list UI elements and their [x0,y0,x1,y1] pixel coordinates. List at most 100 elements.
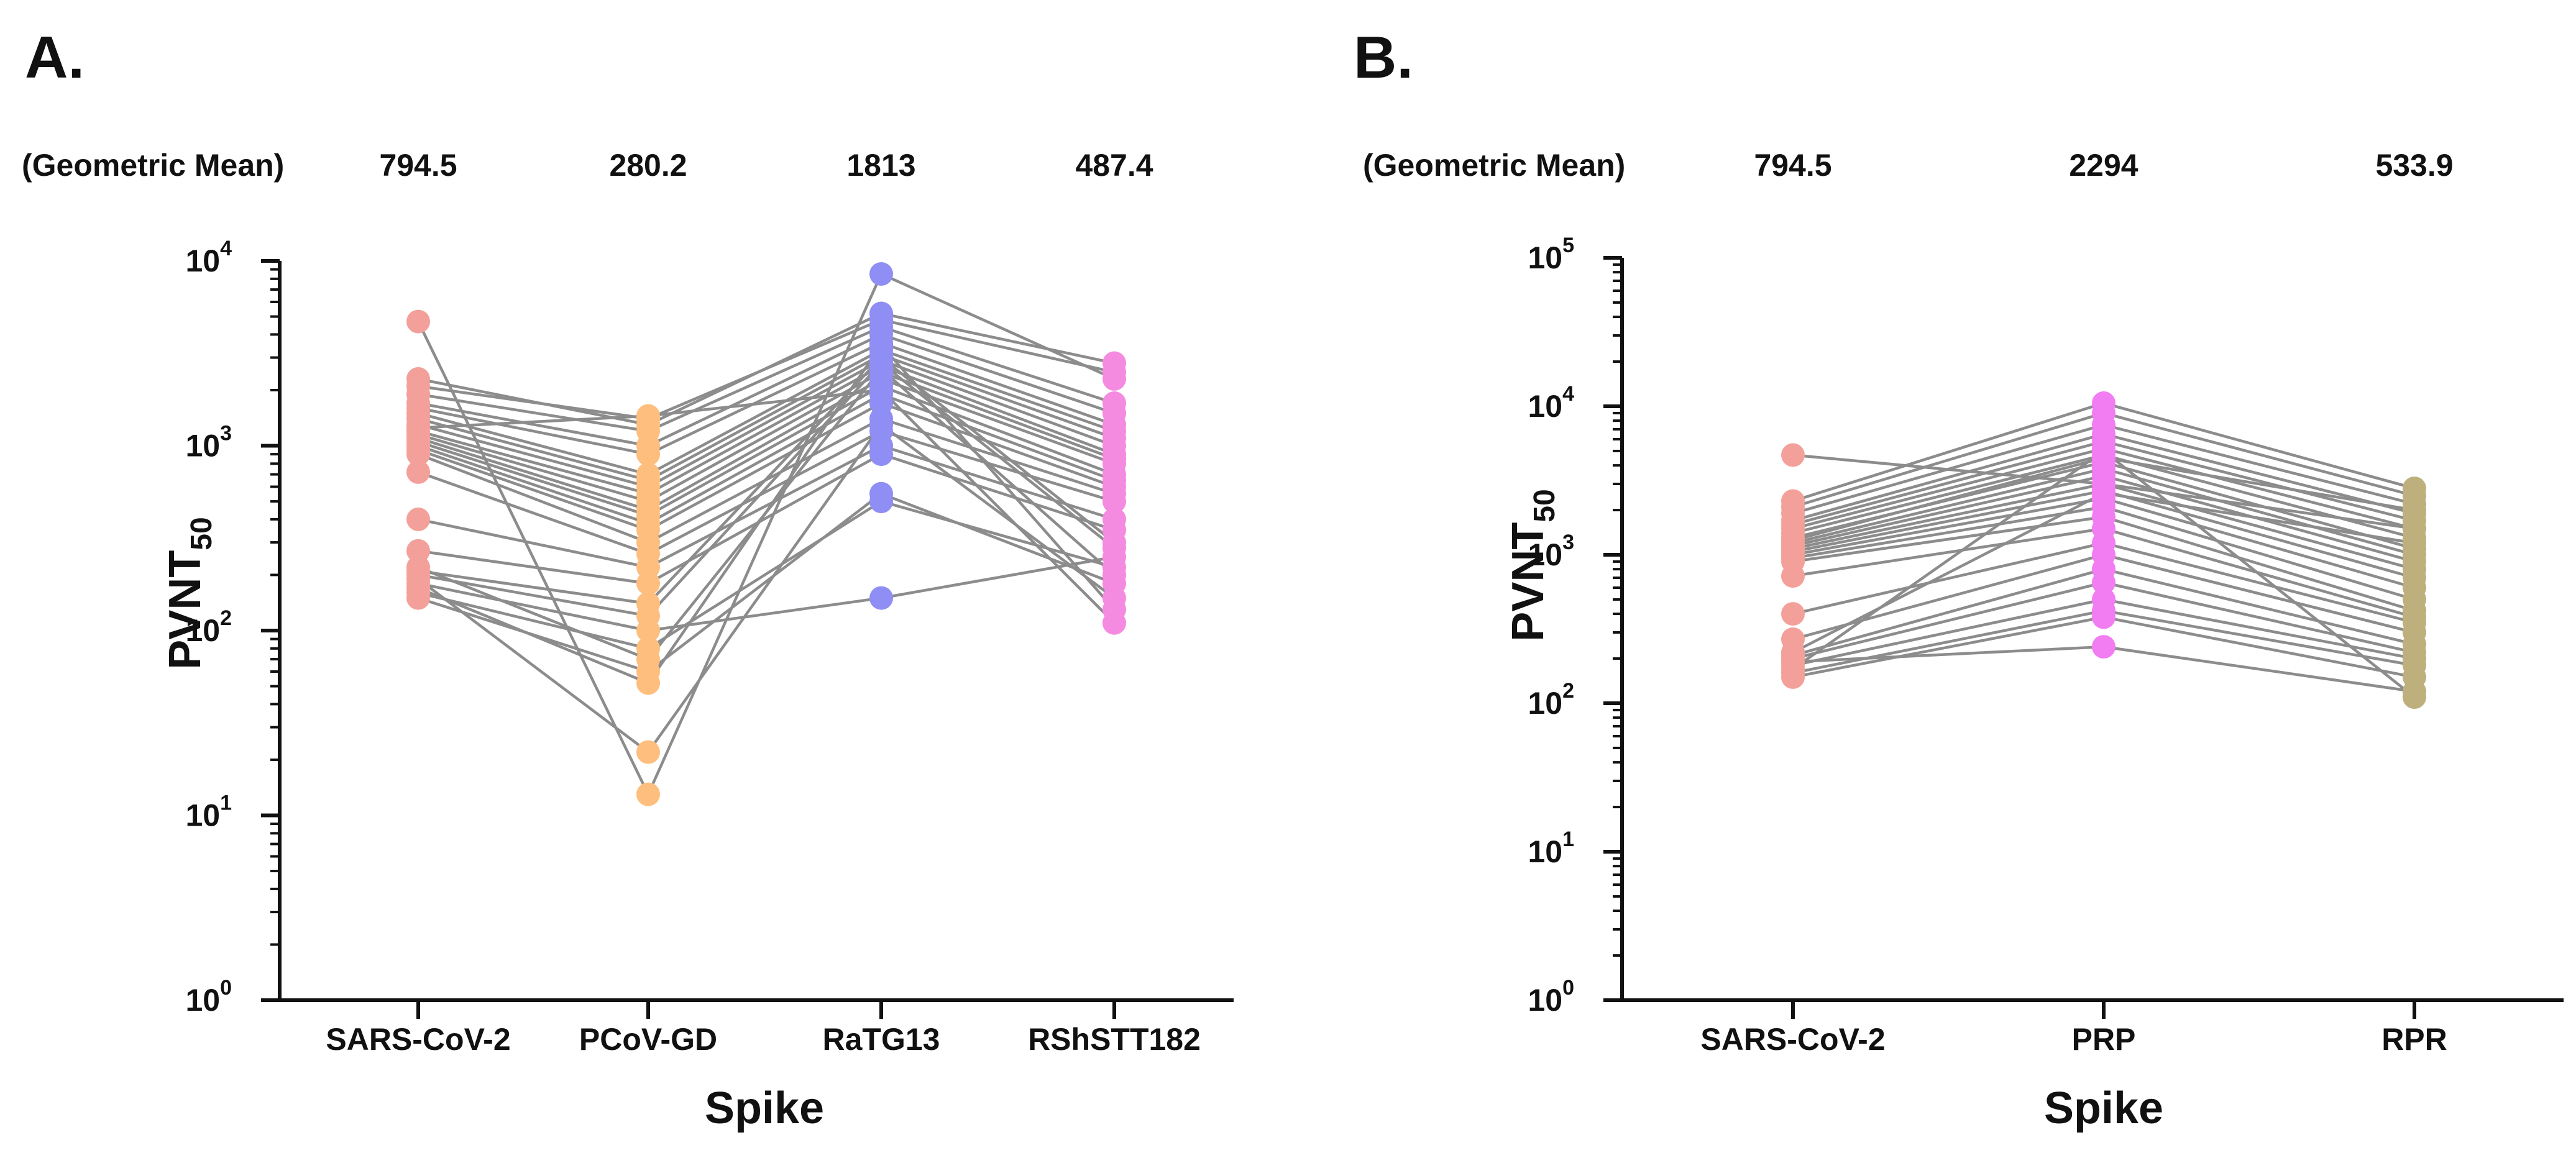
panel-a-y-axis-title-main: PVNT [160,550,210,670]
panel-b-x-tick-label: PRP [2072,1022,2136,1057]
panel-a-subject-line [418,401,1115,532]
panel-b-data-point [1781,564,1805,588]
panel-b-data-point [2092,635,2115,659]
panel-a-subject-line [418,341,1115,456]
panel-a-subject-line [418,385,1115,517]
panel-b-data-point [2092,481,2115,505]
panel-a-y-axis-title: PVNT50 [160,517,218,669]
panel-a-subject-line [418,388,1116,624]
panel-a-x-tick-label: RShSTT182 [1028,1022,1201,1057]
panel-a-data-point [636,782,660,806]
panel-b-geometric-mean-value: 2294 [2069,148,2138,183]
panel-a-data-point [406,555,430,580]
panel-a-geometric-mean-value: 1813 [846,148,915,183]
panel-b-data-point [1781,602,1805,626]
panel-a-axes: 100 101 102 103 104 SARS-CoV-2 PCoV-GD RaTG13 RS… [185,237,1234,1057]
panel-b-y-tick-label: 103 [1528,531,1574,572]
panel-a-data-point [1102,611,1126,635]
panel-a-data-point [1102,563,1126,587]
panel-a-label: A. [25,24,85,91]
panel-b-x-axis-title: Spike [2044,1083,2163,1133]
panel-b-x-tick-label: RPR [2381,1022,2447,1057]
panel-a-subject-line [418,429,1115,555]
panel-b-data-point [1781,657,1805,681]
panel-b-data-point [1781,528,1805,552]
panel-b-geometric-means: 794.5 2294 533.9 [1754,148,2453,183]
panel-a-data-point [869,442,893,467]
panel-a-subject-line [418,355,1116,605]
panel-a-data-point [869,333,893,357]
panel-a-data-point [636,442,660,467]
panel-a-geometric-mean-header: (Geometric Mean) [22,148,284,183]
panel-b: B. (Geometric Mean) 794.5 2294 533.9 10010… [1354,24,2564,1133]
panel-a-subject-line [418,499,1115,650]
panel-a-subject-lines [416,272,1116,798]
panel-a-x-tick-label: PCoV-GD [579,1022,717,1057]
panel-a-data-point [406,416,430,440]
panel-a-geometric-mean-value: 487.4 [1075,148,1153,183]
panel-a-y-axis-title-sub: 50 [185,517,218,550]
panel-b-geometric-mean-header: (Geometric Mean) [1363,148,1625,183]
panel-a-data-point [636,740,660,764]
panel-a-geometric-mean-value: 280.2 [609,148,687,183]
panel-a-data-point [406,460,430,484]
panel-a-data-point [869,413,893,437]
panel-a-subject-line [418,332,1115,447]
panel-b-y-axis-title-sub: 50 [1528,489,1561,522]
panel-a-subject-line [418,452,1115,585]
panel-a-data-point [406,539,430,563]
panel-a-data-point [636,619,660,642]
panel-b-data-point [2403,531,2426,555]
panel-a-subject-line [418,325,1115,433]
panel-a-subject-line [417,422,1116,754]
panel-a-data-point [636,404,660,428]
panel-a-subject-line [418,444,1115,569]
panel-a-data-point [636,555,660,580]
panel-b-geometric-mean-value: 794.5 [1754,148,1831,183]
panel-b-y-tick-label: 102 [1528,679,1574,721]
panel-b-axes: 100 101 102 103 104 105 SARS-CoV-2 PRP RPR [1528,234,2564,1057]
panel-b-data-point [2403,498,2426,522]
panel-b-data-point [1781,641,1805,665]
panel-a-y-tick-label: 101 [185,791,232,833]
panel-a-geometric-means: 794.5 280.2 1813 487.4 [379,148,1153,183]
panel-b-data-point [2092,445,2115,470]
panel-a-subject-line [418,358,1115,488]
panel-a-subject-line [418,318,1115,421]
panel-a-subject-line [418,348,1115,476]
panel-a-subject-line [418,361,1116,618]
panel-a-data-point [869,357,893,381]
panel-b-points [1781,391,2426,709]
panel-b-data-point [2092,570,2115,595]
panel-a-data-point [869,481,893,506]
panel-a-data-point [869,262,893,286]
panel-b-data-point [1781,443,1805,467]
panel-a-y-tick-label: 104 [185,237,232,278]
panel-a-data-point [869,378,893,402]
panel-a-x-tick-label: SARS-CoV-2 [326,1022,510,1057]
panel-a-data-point [1102,490,1126,514]
panel-b-data-point [2092,605,2115,629]
panel-b-x-tick-label: SARS-CoV-2 [1700,1022,1885,1057]
panel-a-data-point [869,586,893,610]
panel-a-subject-line [418,393,1115,525]
panel-b-label: B. [1354,24,1413,91]
panel-a-data-point [636,671,660,695]
panel-a-subject-line [418,353,1115,482]
panel-a-data-point [406,576,430,600]
panel-b-data-point [2403,685,2426,709]
panel-a-geometric-mean-value: 794.5 [379,148,457,183]
panel-a-data-point [406,442,430,467]
panel-a-points [406,262,1126,806]
panel-b-y-tick-label: 104 [1528,382,1574,424]
panel-a-subject-line [416,272,1115,798]
panel-a-x-tick-label: RaTG13 [823,1022,940,1057]
panel-b-geometric-mean-value: 533.9 [2375,148,2453,183]
panel-a-data-point [1102,360,1126,385]
panel-b-y-axis-title: PVNT50 [1503,489,1561,641]
panel-b-y-tick-label: 105 [1528,234,1574,275]
panel-a-data-point [406,507,430,531]
panel-a-data-point [636,647,660,672]
panel-b-y-tick-label: 101 [1528,827,1574,869]
